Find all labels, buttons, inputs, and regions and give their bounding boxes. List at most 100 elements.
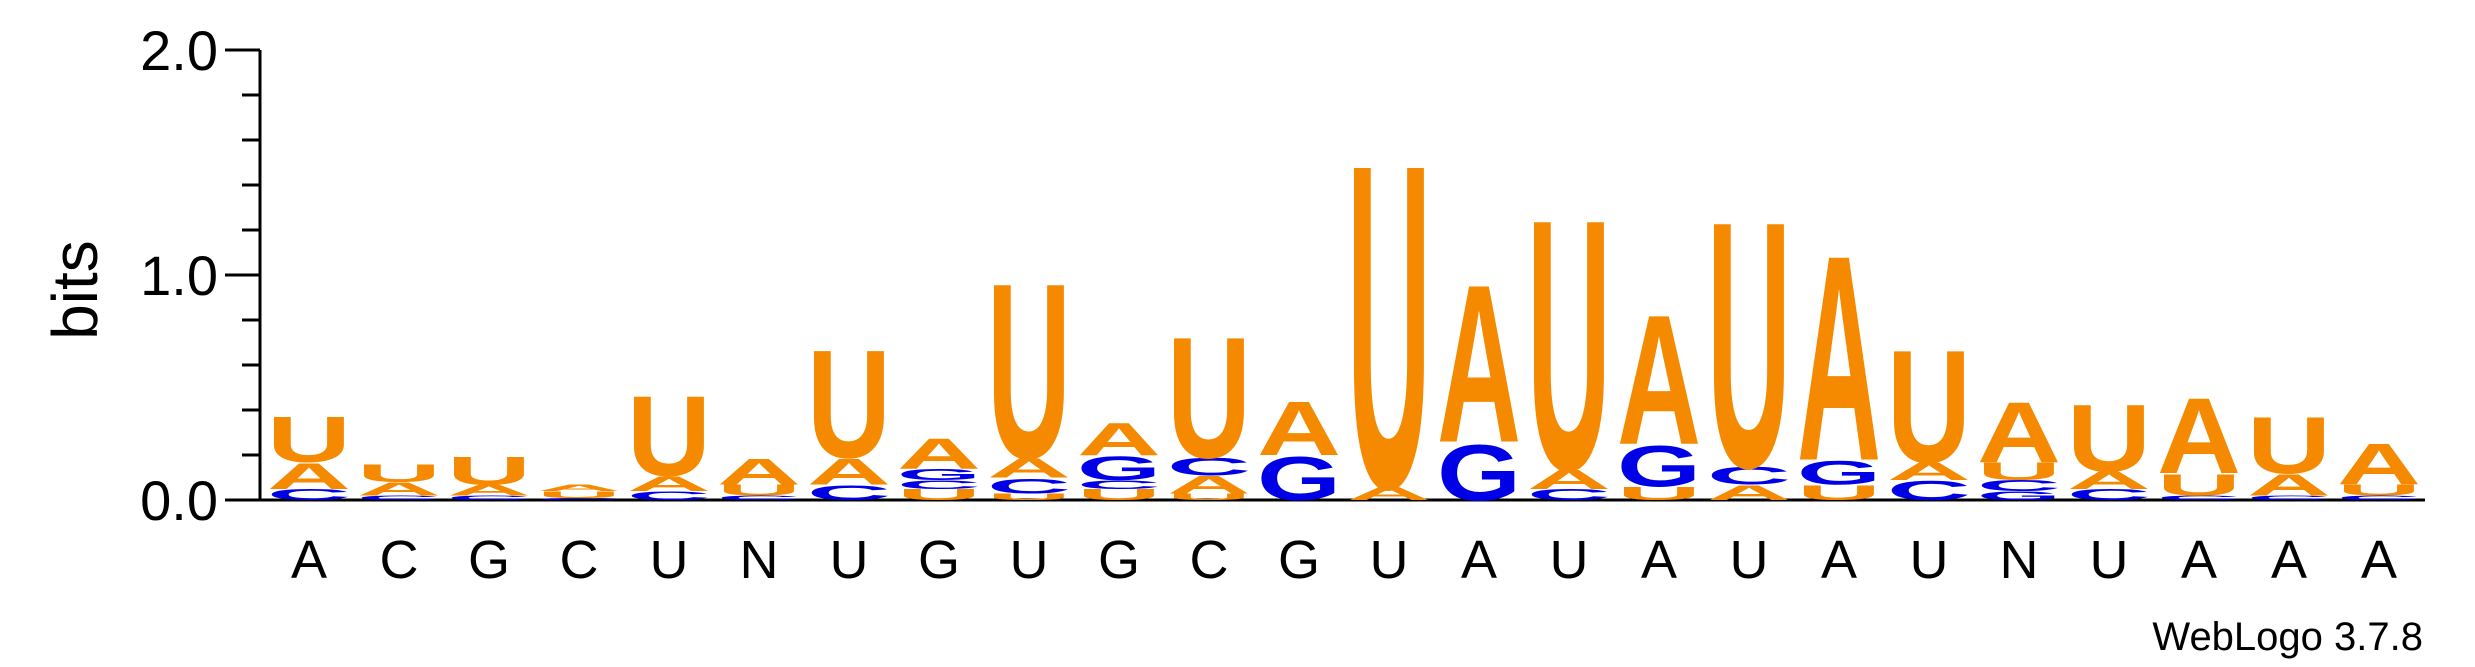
logo-letter: U [2337, 482, 2421, 499]
logo-letter: U [627, 373, 711, 500]
logo-letter: U [537, 489, 621, 499]
logo-letter: A [1077, 413, 1161, 465]
position-label: U [1730, 530, 1769, 590]
position-label: C [380, 530, 419, 590]
logo-letter: C [987, 474, 1071, 498]
logo-letter: A [1977, 383, 2061, 480]
position-label: A [2181, 530, 2217, 590]
logo-letter: C [267, 486, 351, 503]
logo-letter: A [1257, 385, 1341, 471]
logo-letter: U [267, 403, 351, 475]
logo-letter: C [1887, 475, 1971, 506]
logo-letter: A [717, 451, 801, 492]
logo-letter: U [1167, 492, 1251, 502]
logo-letter: A [357, 479, 441, 500]
logo-letter: A [1797, 195, 1881, 522]
logo-letter: U [2067, 385, 2151, 492]
logo-letter: C [2157, 494, 2241, 501]
logo-letter: G [1437, 428, 1521, 517]
y-axis-title: bits [39, 240, 111, 340]
logo-letter: C [1077, 478, 1161, 492]
logo-letter: U [357, 460, 441, 488]
position-label: C [1190, 530, 1229, 590]
position-label: A [2361, 530, 2397, 590]
logo-letter: U [987, 492, 1071, 502]
logo-letter: A [1167, 471, 1251, 499]
logo-letter: C [2067, 486, 2151, 503]
logo-letter: A [627, 471, 711, 495]
position-label: U [1010, 530, 1049, 590]
logo-letter: U [1887, 316, 1971, 496]
logo-letter: G [1797, 454, 1881, 492]
position-label: U [1370, 530, 1409, 590]
position-label: N [740, 530, 779, 590]
position-label: U [2090, 530, 2129, 590]
logo-letter: C [537, 497, 621, 500]
logo-letter: G [1077, 449, 1161, 487]
position-label: A [2271, 530, 2307, 590]
logo-letter: C [717, 494, 801, 501]
logo-letter: A [1707, 480, 1791, 504]
logo-letter: U [1527, 146, 1611, 545]
logo-letter: C [2247, 494, 2331, 501]
logo-letter: U [1707, 148, 1791, 541]
position-label: A [1461, 530, 1497, 590]
position-label: U [830, 530, 869, 590]
logo-letter: U [897, 486, 981, 503]
logo-letter: U [1977, 457, 2061, 485]
position-label: G [1098, 530, 1140, 590]
logo-letter: C [1527, 486, 1611, 503]
y-axis: 2.0 1.0 0.0 bits [39, 19, 262, 532]
logo-letter: A [267, 456, 351, 497]
logo-letter: U [807, 317, 891, 490]
weblogo-credit: WebLogo 3.7.8 [2152, 615, 2423, 659]
logo-letter: G [1257, 444, 1341, 513]
logo-letter: A [987, 452, 1071, 483]
position-label: C [560, 530, 599, 590]
logo-letter: A [447, 482, 531, 499]
logo-letter: U [1167, 302, 1251, 494]
position-label: N [2000, 530, 2039, 590]
logo-letter: U [717, 482, 801, 499]
logo-letter: A [2067, 466, 2151, 494]
position-label: A [1821, 530, 1857, 590]
logo-letter: U [1347, 67, 1431, 585]
logo-letter: A [807, 451, 891, 492]
logo-letter: U [1797, 480, 1881, 504]
logo-letter: C [1167, 453, 1251, 481]
logo-letter: C [1977, 477, 2061, 494]
position-label: A [1641, 530, 1677, 590]
logo-letter: A [2337, 431, 2421, 497]
logo-letter: A [1437, 238, 1521, 489]
position-label: G [468, 530, 510, 590]
logo-letter: C [447, 494, 531, 501]
logo-letter: A [897, 430, 981, 478]
position-label: G [1278, 530, 1320, 590]
logo-letter: A [2157, 375, 2241, 496]
position-label: G [918, 530, 960, 590]
logo-letter: U [2247, 402, 2331, 491]
logo-letter: U [987, 232, 1071, 512]
position-label: U [650, 530, 689, 590]
logo-letter: C [2337, 494, 2421, 501]
logo-letter: C [357, 494, 441, 501]
logo-letter: G [1977, 489, 2061, 503]
logo-letter: G [897, 466, 981, 483]
logo-letter: A [2247, 468, 2331, 502]
logo-letter: A [1347, 483, 1431, 504]
logo-letter: A [1617, 276, 1701, 483]
logo-letter: C [1707, 462, 1791, 490]
logo-letter: A [1527, 463, 1611, 494]
logo-letter: C [627, 489, 711, 503]
position-label: U [1910, 530, 1949, 590]
y-tick-label-1: 1.0 [140, 244, 218, 307]
logo-letter: U [2157, 468, 2241, 502]
logo-letter: U [1617, 483, 1701, 504]
position-label: A [291, 530, 327, 590]
logo-letter: C [897, 478, 981, 492]
y-tick-label-2: 2.0 [140, 19, 218, 82]
logo-letter: U [1077, 486, 1161, 503]
